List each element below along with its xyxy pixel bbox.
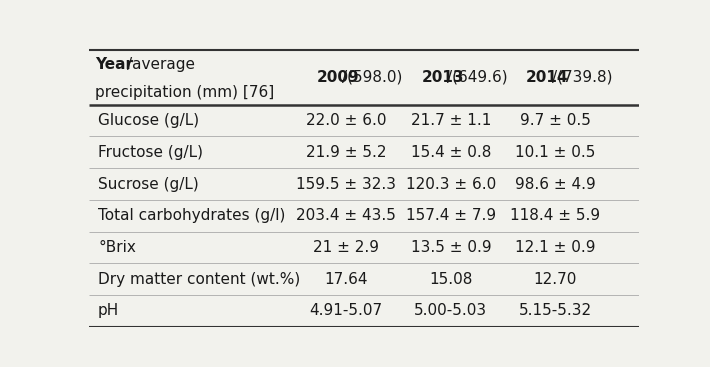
Text: /(649.6): /(649.6) [447, 70, 508, 85]
Text: 159.5 ± 32.3: 159.5 ± 32.3 [296, 177, 396, 192]
Text: 9.7 ± 0.5: 9.7 ± 0.5 [520, 113, 591, 128]
Text: 17.64: 17.64 [324, 272, 368, 287]
Text: /average: /average [127, 57, 195, 72]
Text: Total carbohydrates (g/l): Total carbohydrates (g/l) [98, 208, 285, 223]
Text: /(739.8): /(739.8) [552, 70, 612, 85]
Text: Sucrose (g/L): Sucrose (g/L) [98, 177, 199, 192]
Text: 4.91-5.07: 4.91-5.07 [310, 303, 383, 318]
Text: 157.4 ± 7.9: 157.4 ± 7.9 [405, 208, 496, 223]
Text: 98.6 ± 4.9: 98.6 ± 4.9 [515, 177, 596, 192]
Text: 15.4 ± 0.8: 15.4 ± 0.8 [410, 145, 491, 160]
Text: 2013: 2013 [422, 70, 464, 85]
Text: 5.00-5.03: 5.00-5.03 [414, 303, 487, 318]
Text: precipitation (mm) [76]: precipitation (mm) [76] [95, 85, 275, 100]
Text: 15.08: 15.08 [429, 272, 472, 287]
Text: /(598.0): /(598.0) [342, 70, 403, 85]
Text: 21 ± 2.9: 21 ± 2.9 [313, 240, 379, 255]
Text: 21.7 ± 1.1: 21.7 ± 1.1 [410, 113, 491, 128]
Text: Glucose (g/L): Glucose (g/L) [98, 113, 200, 128]
Text: 118.4 ± 5.9: 118.4 ± 5.9 [510, 208, 601, 223]
Text: 120.3 ± 6.0: 120.3 ± 6.0 [405, 177, 496, 192]
Text: 21.9 ± 5.2: 21.9 ± 5.2 [306, 145, 386, 160]
Text: Year: Year [95, 57, 133, 72]
Text: 12.1 ± 0.9: 12.1 ± 0.9 [515, 240, 596, 255]
Text: 22.0 ± 6.0: 22.0 ± 6.0 [306, 113, 386, 128]
Text: 12.70: 12.70 [534, 272, 577, 287]
Text: 13.5 ± 0.9: 13.5 ± 0.9 [410, 240, 491, 255]
Text: °Brix: °Brix [98, 240, 136, 255]
Text: Dry matter content (wt.%): Dry matter content (wt.%) [98, 272, 300, 287]
Text: 2009: 2009 [317, 70, 360, 85]
Text: 5.15-5.32: 5.15-5.32 [519, 303, 592, 318]
Text: 10.1 ± 0.5: 10.1 ± 0.5 [515, 145, 596, 160]
Text: 203.4 ± 43.5: 203.4 ± 43.5 [296, 208, 396, 223]
Text: Fructose (g/L): Fructose (g/L) [98, 145, 203, 160]
Text: 2014: 2014 [526, 70, 569, 85]
Text: pH: pH [98, 303, 119, 318]
